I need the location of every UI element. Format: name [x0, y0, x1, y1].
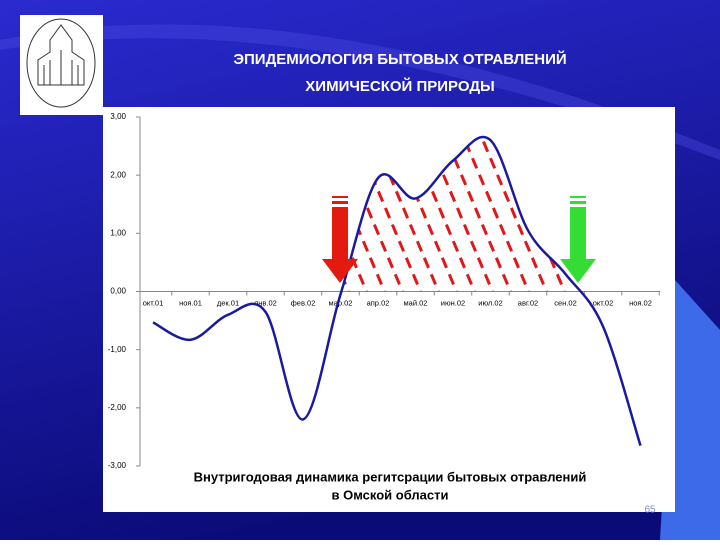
x-tick-label: сен.02: [554, 298, 577, 307]
x-tick-label: янв.02: [254, 298, 277, 307]
series-line: [152, 135, 642, 447]
logo: [20, 15, 103, 115]
hatch-line: [367, 136, 440, 293]
y-tick-label: 3,00: [110, 112, 126, 121]
chart-area: [103, 107, 675, 512]
arrow-shaft: [332, 207, 348, 259]
slide-title: ХИМИЧЕСКОЙ ПРИРОДЫ: [305, 77, 494, 95]
hatch-line: [439, 136, 512, 293]
y-tick-label: 0,00: [110, 287, 126, 296]
x-tick-label: окт.01: [143, 298, 164, 307]
x-tick-label: ноя.01: [179, 298, 202, 307]
logo-ring: [26, 18, 96, 108]
hatch-line: [403, 136, 476, 293]
arrow-bar: [332, 201, 348, 204]
y-tick-label: 2,00: [110, 170, 126, 179]
y-tick-label: -2,00: [108, 403, 127, 412]
hatch-line: [340, 136, 404, 293]
x-tick-label: фев.02: [291, 298, 316, 307]
arrow-bar: [332, 196, 348, 198]
arrow-head: [560, 259, 596, 283]
slide-title: ЭПИДЕМИОЛОГИЯ БЫТОВЫХ ОТРАВЛЕНИЙ: [233, 50, 566, 68]
hatch-line: [421, 136, 494, 293]
arrow: [560, 196, 596, 283]
arrow: [322, 196, 358, 283]
arrow-head: [322, 259, 358, 283]
y-tick-label: -1,00: [108, 345, 127, 354]
x-tick-label: ноя.02: [629, 298, 652, 307]
chart-caption: в Омской области: [332, 487, 449, 502]
x-tick-label: июл.02: [478, 298, 502, 307]
arrow-shaft: [570, 207, 586, 259]
y-tick-label: -3,00: [108, 461, 127, 470]
x-tick-label: май.02: [404, 298, 428, 307]
arrow-bar: [570, 201, 586, 204]
x-tick-label: окт.02: [593, 298, 614, 307]
arrow-bar: [570, 196, 586, 198]
hatch-line: [457, 136, 530, 293]
page-number: 65: [644, 505, 656, 516]
hatch-line: [475, 136, 548, 293]
y-tick-label: 1,00: [110, 228, 126, 237]
chart-caption: Внутригодовая динамика регитсрации бытов…: [194, 469, 587, 484]
hatch-line: [349, 136, 422, 293]
logo-building: [37, 24, 85, 86]
x-tick-label: апр.02: [367, 298, 390, 307]
x-tick-label: авг.02: [518, 298, 538, 307]
x-tick-label: дек.01: [217, 298, 239, 307]
hatch-line: [340, 136, 368, 293]
x-tick-label: мар.02: [329, 298, 353, 307]
hatch-line: [385, 136, 458, 293]
x-tick-label: июн.02: [441, 298, 465, 307]
